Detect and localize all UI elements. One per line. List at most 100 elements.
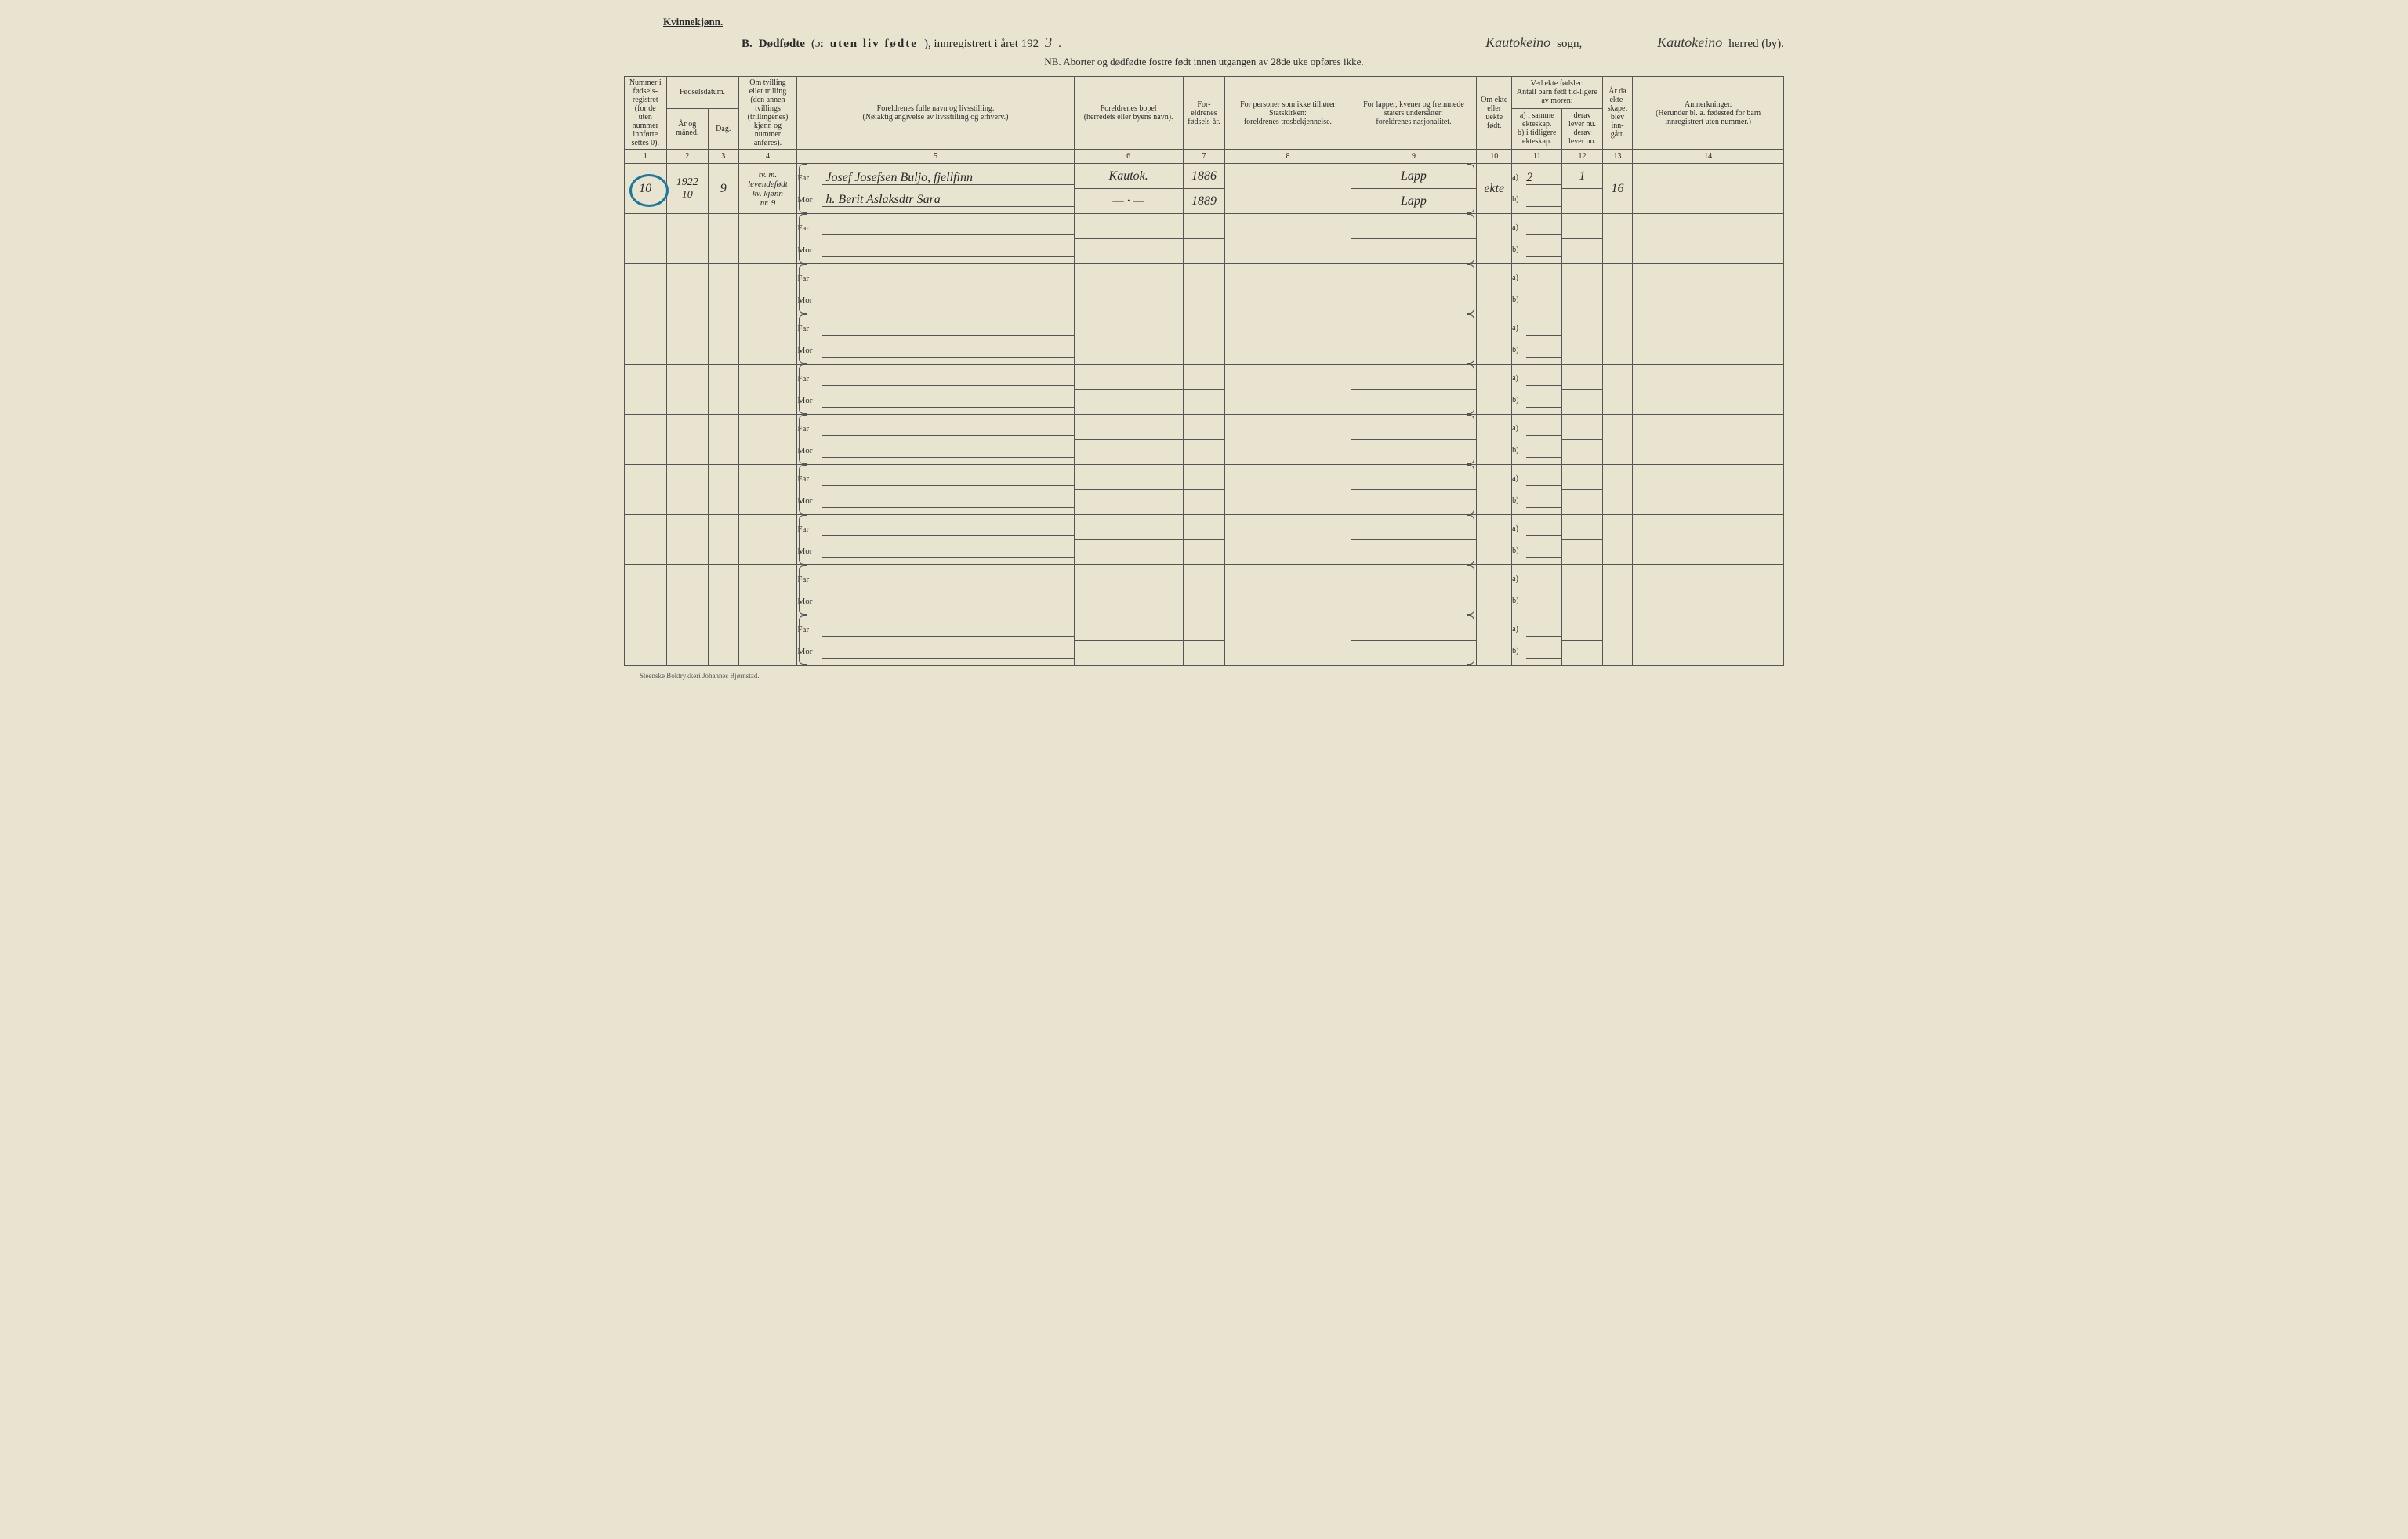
legitimate xyxy=(1477,264,1512,314)
marriage-year xyxy=(1602,615,1633,666)
entry-number xyxy=(625,214,667,264)
col-header-3: Dag. xyxy=(709,108,739,149)
prior-children-ab: a)b) xyxy=(1512,314,1562,365)
year-month xyxy=(666,615,709,666)
residence xyxy=(1074,465,1183,515)
twin-info xyxy=(738,565,797,615)
twin-info xyxy=(738,615,797,666)
nationality: LappLapp xyxy=(1351,164,1477,214)
parents-names: FarMor xyxy=(797,264,1074,314)
mor-name xyxy=(822,494,1073,508)
residence xyxy=(1074,615,1183,666)
col-header-10: Om ekte eller uekte født. xyxy=(1477,77,1512,150)
column-number: 3 xyxy=(709,150,739,164)
living-now xyxy=(1562,565,1602,615)
living-now xyxy=(1562,615,1602,666)
prior-children-ab: a)b) xyxy=(1512,565,1562,615)
parent-birth-year xyxy=(1183,314,1225,365)
twin-info: tv. m. levendefødt kv. kjønn nr. 9 xyxy=(738,164,797,214)
prior-children-ab: a)b) xyxy=(1512,264,1562,314)
subtitle-note: NB. Aborter og dødfødte fostre født inne… xyxy=(624,56,1784,68)
parents-names: FarMor xyxy=(797,565,1074,615)
mor-name xyxy=(822,343,1073,358)
far-name xyxy=(822,422,1073,436)
title-after: ), innregistrert i året 192 xyxy=(924,38,1039,51)
twin-info xyxy=(738,415,797,465)
mor-name xyxy=(822,544,1073,558)
table-row: FarMor a)b) xyxy=(625,214,1784,264)
nationality xyxy=(1351,565,1477,615)
prior-children-ab: a)b) xyxy=(1512,214,1562,264)
parents-names: FarMor xyxy=(797,314,1074,365)
mor-name xyxy=(822,243,1073,257)
col-header-6: Foreldrenes bopel (herredets eller byens… xyxy=(1074,77,1183,150)
religion xyxy=(1225,365,1351,415)
day xyxy=(709,214,739,264)
religion xyxy=(1225,615,1351,666)
remarks xyxy=(1633,214,1784,264)
column-number: 4 xyxy=(738,150,797,164)
residence xyxy=(1074,264,1183,314)
remarks xyxy=(1633,415,1784,465)
twin-info xyxy=(738,314,797,365)
column-number: 14 xyxy=(1633,150,1784,164)
far-name: Josef Josefsen Buljo, fjellfinn xyxy=(822,171,1073,185)
legitimate xyxy=(1477,515,1512,565)
year-month xyxy=(666,565,709,615)
parent-birth-year: 18861889 xyxy=(1183,164,1225,214)
legitimate: ekte xyxy=(1477,164,1512,214)
table-row: FarMora)b) xyxy=(625,615,1784,666)
year-month: 1922 10 xyxy=(666,164,709,214)
day xyxy=(709,615,739,666)
table-row: FarMora)b) xyxy=(625,365,1784,415)
far-name xyxy=(822,472,1073,486)
column-number: 9 xyxy=(1351,150,1477,164)
parent-birth-year xyxy=(1183,565,1225,615)
residence: Kautok.— · — xyxy=(1074,164,1183,214)
parents-names: FarMor xyxy=(797,415,1074,465)
living-now xyxy=(1562,415,1602,465)
column-number: 13 xyxy=(1602,150,1633,164)
column-number: 7 xyxy=(1183,150,1225,164)
twin-info xyxy=(738,264,797,314)
year-month xyxy=(666,214,709,264)
legitimate xyxy=(1477,615,1512,666)
remarks xyxy=(1633,164,1784,214)
living-now xyxy=(1562,465,1602,515)
col-header-14: Anmerkninger. (Herunder bl. a. fødested … xyxy=(1633,77,1784,150)
section-letter: B. xyxy=(742,38,752,51)
religion xyxy=(1225,465,1351,515)
entry-number xyxy=(625,415,667,465)
remarks xyxy=(1633,515,1784,565)
day xyxy=(709,264,739,314)
table-row: FarMor a)b) xyxy=(625,314,1784,365)
religion xyxy=(1225,214,1351,264)
day xyxy=(709,465,739,515)
table-row: FarMor a)b) xyxy=(625,415,1784,465)
remarks xyxy=(1633,365,1784,415)
far-name xyxy=(822,221,1073,235)
nationality xyxy=(1351,264,1477,314)
living-now xyxy=(1562,365,1602,415)
column-number: 12 xyxy=(1562,150,1602,164)
twin-info xyxy=(738,515,797,565)
prior-children-ab: a)b) xyxy=(1512,415,1562,465)
legitimate xyxy=(1477,415,1512,465)
year-month xyxy=(666,515,709,565)
parents-names: FarMor xyxy=(797,214,1074,264)
sogn-handwritten: Kautokeino xyxy=(1485,34,1550,51)
residence xyxy=(1074,365,1183,415)
far-name xyxy=(822,622,1073,637)
remarks xyxy=(1633,264,1784,314)
religion xyxy=(1225,415,1351,465)
day: 9 xyxy=(709,164,739,214)
col-header-11: a) i samme ekteskap. b) i tidligere ekte… xyxy=(1512,108,1562,149)
col-header-9: For lapper, kvener og fremmede staters u… xyxy=(1351,77,1477,150)
nationality xyxy=(1351,365,1477,415)
living-now xyxy=(1562,314,1602,365)
sogn-label: sogn, xyxy=(1557,38,1582,51)
marriage-year xyxy=(1602,214,1633,264)
day xyxy=(709,314,739,365)
col-header-5: Foreldrenes fulle navn og livsstilling. … xyxy=(797,77,1074,150)
remarks xyxy=(1633,565,1784,615)
